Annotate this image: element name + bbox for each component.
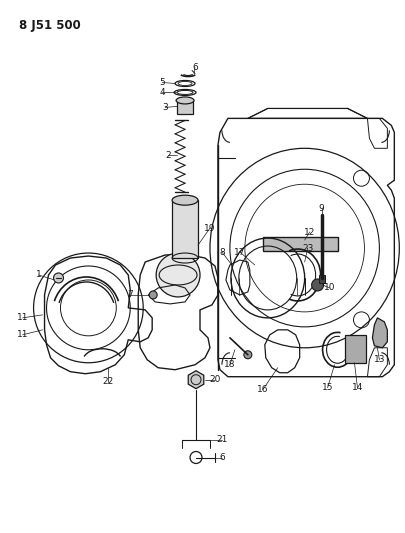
Text: 12: 12: [304, 228, 315, 237]
Circle shape: [149, 291, 157, 299]
Text: 9: 9: [319, 204, 324, 213]
Text: 13: 13: [374, 356, 385, 364]
Text: 6: 6: [192, 63, 198, 72]
Ellipse shape: [176, 97, 194, 104]
Text: 8 J51 500: 8 J51 500: [19, 19, 80, 31]
Text: 8: 8: [219, 247, 225, 256]
Text: 20: 20: [209, 375, 221, 384]
Text: 6: 6: [219, 453, 225, 462]
Bar: [345, 335, 367, 363]
Polygon shape: [188, 371, 204, 389]
Text: 19: 19: [204, 224, 216, 232]
Bar: [177, 100, 193, 115]
Text: 14: 14: [352, 383, 363, 392]
Bar: [172, 200, 198, 258]
Text: 5: 5: [159, 78, 165, 87]
Circle shape: [311, 279, 324, 291]
Text: 18: 18: [224, 360, 236, 369]
Text: 23: 23: [302, 244, 313, 253]
Text: 22: 22: [103, 377, 114, 386]
Text: 11: 11: [17, 330, 28, 340]
Bar: [319, 275, 324, 283]
Text: 16: 16: [257, 385, 269, 394]
Text: 4: 4: [159, 88, 165, 97]
Text: 15: 15: [322, 383, 333, 392]
Text: 7: 7: [128, 290, 133, 300]
Ellipse shape: [172, 195, 198, 205]
Circle shape: [156, 253, 200, 297]
Text: 11: 11: [17, 313, 28, 322]
Polygon shape: [373, 318, 387, 348]
Text: 10: 10: [324, 284, 335, 293]
Text: 3: 3: [162, 103, 168, 112]
Text: 2: 2: [165, 151, 171, 160]
Text: 1: 1: [36, 270, 41, 279]
Text: 17: 17: [234, 247, 245, 256]
Circle shape: [53, 273, 64, 283]
Text: 21: 21: [216, 435, 228, 444]
Bar: [263, 237, 337, 251]
Circle shape: [244, 351, 252, 359]
